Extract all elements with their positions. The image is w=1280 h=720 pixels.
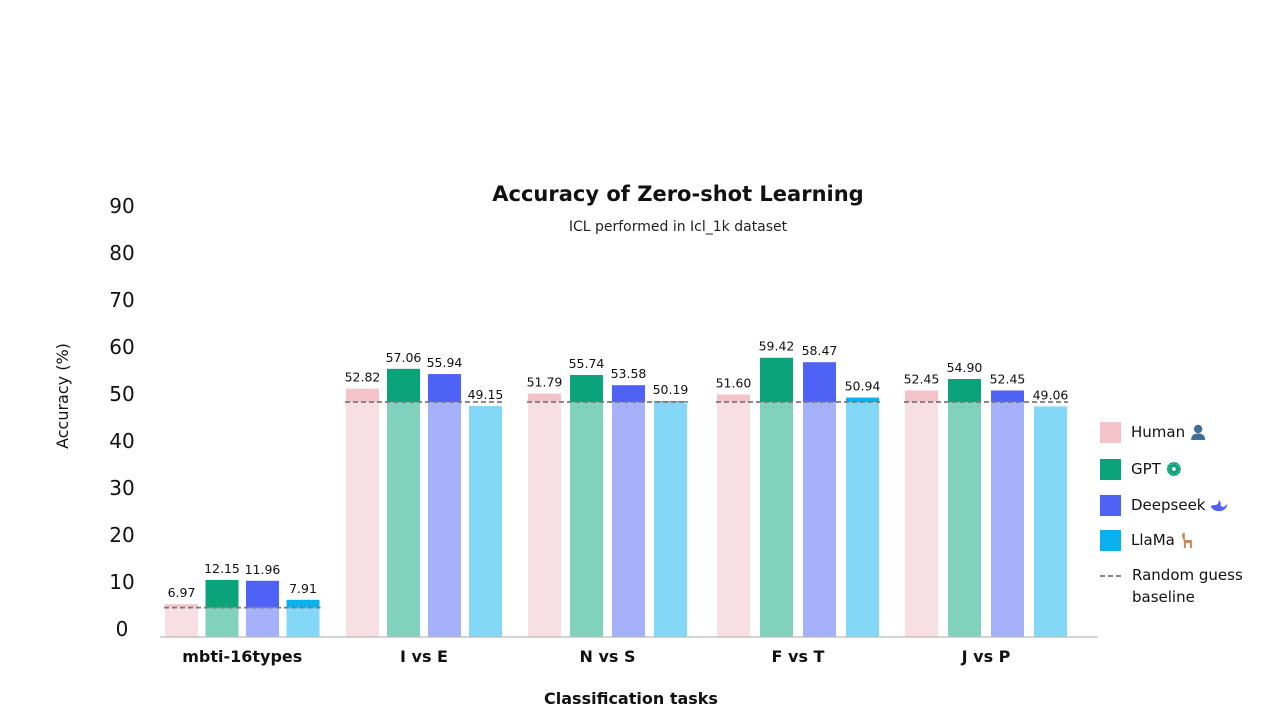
bar-human-lower [165,607,198,637]
legend-swatch-deepseek [1100,495,1121,516]
bar-human-upper [165,604,198,608]
bar-gpt-upper [948,378,981,402]
data-label: 59.42 [759,339,795,354]
x-axis-ticks: mbti-16types I vs E N vs S F vs T J vs P [182,647,1010,666]
data-label: 57.06 [386,350,422,365]
y-tick-label: 10 [109,570,134,594]
bar-human-lower [717,402,750,637]
bar-deepseek-lower [612,402,645,637]
bar-gpt-lower [205,607,239,637]
y-tick-label: 50 [109,382,134,406]
bar-deepseek-lower [246,607,279,637]
bar-llama-lower [846,402,879,637]
y-tick-label: 30 [109,476,134,500]
data-label: 49.15 [468,387,504,402]
data-label: 52.45 [990,371,1026,386]
bar-human-lower [346,402,379,637]
data-label: 7.91 [289,581,317,596]
bar-llama-lower [286,607,320,637]
y-tick-label: 90 [109,194,134,218]
bar-gpt-upper [205,579,239,608]
legend-swatch-llama [1100,530,1121,551]
data-label: 51.79 [527,375,563,390]
data-label: 51.60 [716,375,752,390]
legend-label-deepseek: Deepseek [1131,496,1206,514]
whale-icon [1210,500,1228,512]
bar-deepseek-upper [428,374,461,402]
bar-deepseek-lower [428,402,461,637]
bar-gpt-upper [760,357,793,402]
data-label: 49.06 [1033,387,1069,402]
bar-llama-lower [469,405,502,637]
legend-swatch-gpt [1100,459,1121,480]
bar-deepseek-upper [246,580,279,608]
llama-icon [1181,533,1192,548]
data-label: 52.82 [345,370,381,385]
bar-human-upper [905,390,938,402]
bar-human-upper [717,394,750,402]
bar-human-upper [346,388,379,402]
bars [165,357,1067,637]
legend: Human GPT Deepseek LlaMa Random guess baselin… [1100,422,1243,606]
bar-gpt-lower [387,402,420,637]
bar-llama-upper [286,599,320,608]
data-label: 52.45 [904,371,940,386]
bar-gpt-lower [948,402,981,637]
bar-gpt-upper [387,368,420,402]
bar-llama-upper [846,397,879,402]
x-tick-label: N vs S [579,647,635,666]
bar-deepseek-upper [991,390,1024,402]
legend-label-llama: LlaMa [1131,531,1175,549]
data-label: 50.94 [845,379,881,394]
y-tick-label: 0 [116,617,129,641]
data-label: 53.58 [611,366,647,381]
bar-human-upper [528,393,561,402]
data-label: 50.19 [653,382,689,397]
openai-icon [1166,461,1181,477]
data-label: 58.47 [802,343,838,358]
y-tick-label: 80 [109,241,134,265]
data-label: 55.94 [427,355,463,370]
bar-llama-upper [654,401,687,402]
chart-title: Accuracy of Zero-shot Learning [492,182,863,206]
y-tick-label: 60 [109,335,134,359]
baseline-lines [164,401,1068,609]
bar-human-lower [905,402,938,637]
bar-llama-lower [1034,406,1067,637]
y-tick-label: 20 [109,523,134,547]
y-axis-ticks: 0 10 20 30 40 50 60 70 80 90 [109,194,134,641]
x-tick-label: J vs P [961,647,1011,666]
person-icon [1191,424,1206,440]
bar-deepseek-lower [803,402,836,637]
legend-label-human: Human [1131,423,1185,441]
bar-gpt-lower [570,402,603,637]
bar-gpt-upper [570,375,603,402]
data-label: 55.74 [569,356,605,371]
legend-swatch-human [1100,422,1121,443]
legend-label-gpt: GPT [1131,460,1162,478]
bar-deepseek-upper [612,385,645,402]
y-tick-label: 40 [109,429,134,453]
bar-human-lower [528,402,561,637]
legend-label-baseline: baseline [1132,588,1195,606]
x-tick-label: I vs E [400,647,448,666]
data-label: 6.97 [168,585,196,600]
data-labels: 6.97 12.15 11.96 7.91 52.82 57.06 55.94 49.15 51… [168,339,1069,601]
x-axis-label: Classification tasks [544,689,718,708]
chart-subtitle: ICL performed in Icl_1k dataset [569,219,788,235]
data-label: 11.96 [245,562,281,577]
data-label: 12.15 [204,561,240,576]
data-label: 54.90 [947,360,983,375]
bar-deepseek-upper [803,362,836,402]
x-tick-label: mbti-16types [182,647,302,666]
legend-label-baseline: Random guess [1132,566,1243,584]
y-axis-label: Accuracy (%) [53,343,72,449]
x-tick-label: F vs T [772,647,825,666]
bar-llama-lower [654,402,687,637]
bar-gpt-lower [760,402,793,637]
y-tick-label: 70 [109,288,134,312]
bar-deepseek-lower [991,402,1024,637]
